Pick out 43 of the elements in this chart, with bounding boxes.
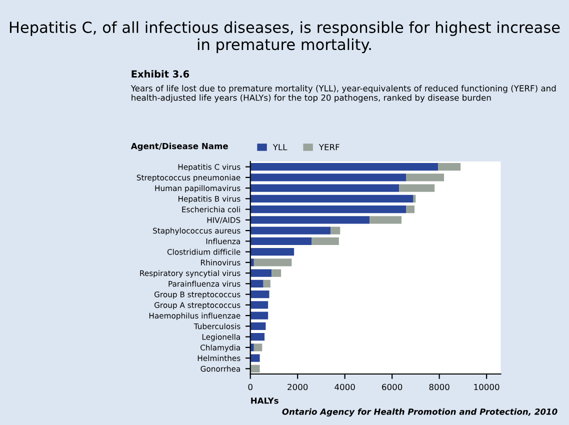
bar bbox=[330, 226, 340, 234]
x-tick-label: 10000 bbox=[474, 384, 500, 390]
text: Exhibit 3.6 bbox=[132, 70, 190, 78]
bar bbox=[250, 237, 312, 246]
bar bbox=[250, 184, 400, 192]
bar bbox=[254, 344, 262, 352]
bar bbox=[254, 258, 292, 266]
bar bbox=[250, 248, 294, 256]
bar bbox=[250, 280, 264, 288]
chart-subtitle: Years of life lost due to premature mortality (YLL), year-equivalents of reduced functioning (YERF) and health-adjusted life years (HALYs) for the top 20 pathogens, ranked by disease burden bbox=[130, 85, 556, 102]
bar bbox=[250, 322, 266, 330]
bar bbox=[250, 162, 438, 171]
x-tick-label: 0 bbox=[248, 384, 252, 390]
text: Agent/Disease Name bbox=[130, 142, 228, 151]
bar bbox=[250, 269, 272, 277]
bar bbox=[250, 312, 268, 320]
bar bbox=[370, 216, 402, 224]
x-tick-label: 2000 bbox=[288, 384, 308, 390]
bar bbox=[250, 174, 406, 182]
bar bbox=[250, 364, 260, 373]
bar bbox=[250, 205, 406, 214]
bar bbox=[250, 301, 268, 309]
bar bbox=[250, 332, 265, 341]
bar bbox=[250, 354, 260, 362]
x-tick-label: 4000 bbox=[334, 384, 355, 390]
legend-label: YLL bbox=[272, 144, 288, 150]
bar bbox=[438, 162, 461, 171]
x-tick-label: 8000 bbox=[429, 384, 450, 390]
bar bbox=[250, 216, 370, 224]
legend-label: YERF bbox=[318, 144, 340, 150]
bar bbox=[399, 184, 435, 192]
x-axis-title: HALYs bbox=[251, 398, 278, 404]
text: Ontario Agency for Health Promotion and Protection, 2010 bbox=[282, 408, 558, 416]
bar bbox=[263, 280, 270, 288]
bar bbox=[312, 237, 339, 246]
bar bbox=[406, 174, 444, 182]
x-tick-label: 6000 bbox=[382, 384, 402, 390]
bar bbox=[406, 205, 415, 214]
bar bbox=[250, 290, 270, 298]
chart-title: Hepatitis C, of all infectious diseases, is responsible for highest increase in premature mortality. bbox=[10, 21, 560, 54]
bar bbox=[250, 194, 414, 203]
bar bbox=[272, 269, 282, 277]
bar bbox=[250, 226, 331, 234]
